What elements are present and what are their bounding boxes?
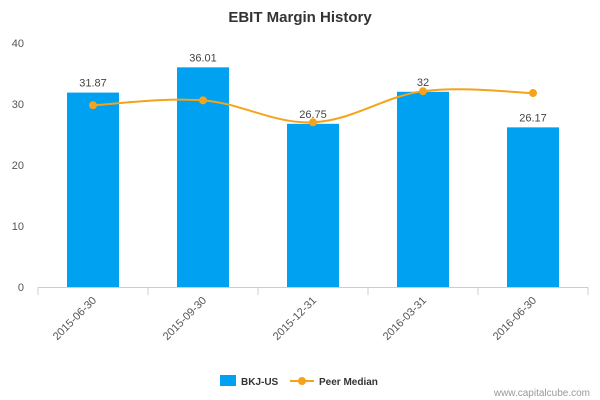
x-tick-label: 2015-09-30 (161, 295, 209, 343)
bar-data-labels: 31.87 36.01 26.75 32 26.17 (79, 52, 547, 124)
peer-median-point (199, 96, 207, 105)
legend-bar-swatch (220, 375, 236, 386)
bar (67, 92, 119, 287)
credit-text[interactable]: www.capitalcube.com (493, 388, 590, 399)
legend-line-marker (298, 377, 306, 385)
legend-label-peer: Peer Median (319, 377, 378, 388)
bar-data-label: 36.01 (189, 52, 217, 64)
legend-label-bkj: BKJ-US (241, 377, 279, 388)
y-tick-label: 10 (12, 221, 24, 233)
peer-median-series (89, 87, 537, 127)
bar-data-label: 26.17 (519, 112, 547, 124)
y-axis: 0 10 20 30 40 (12, 38, 24, 294)
bar-data-label: 31.87 (79, 78, 107, 90)
x-tick-label: 2015-12-31 (271, 295, 319, 343)
bar-data-label: 32 (417, 77, 429, 89)
y-tick-label: 20 (12, 160, 24, 172)
x-tick-label: 2016-03-31 (381, 295, 429, 343)
peer-median-point (309, 118, 317, 127)
bar (287, 123, 339, 287)
peer-median-point (89, 101, 97, 110)
bar (397, 91, 449, 287)
bar-series (67, 67, 559, 288)
peer-median-point (529, 89, 537, 98)
bar-data-label: 26.75 (299, 109, 327, 121)
y-tick-label: 0 (18, 282, 24, 294)
x-axis: 2015-06-30 2015-09-30 2015-12-31 2016-03-31… (37, 287, 589, 343)
y-tick-label: 40 (12, 38, 24, 50)
legend[interactable]: BKJ-US Peer Median (220, 375, 378, 388)
x-tick-label: 2016-06-30 (491, 295, 539, 343)
chart-title: EBIT Margin History (228, 9, 372, 26)
bar (507, 127, 559, 287)
peer-median-point (419, 87, 427, 96)
x-tick-label: 2015-06-30 (51, 295, 99, 343)
y-tick-label: 30 (12, 99, 24, 111)
